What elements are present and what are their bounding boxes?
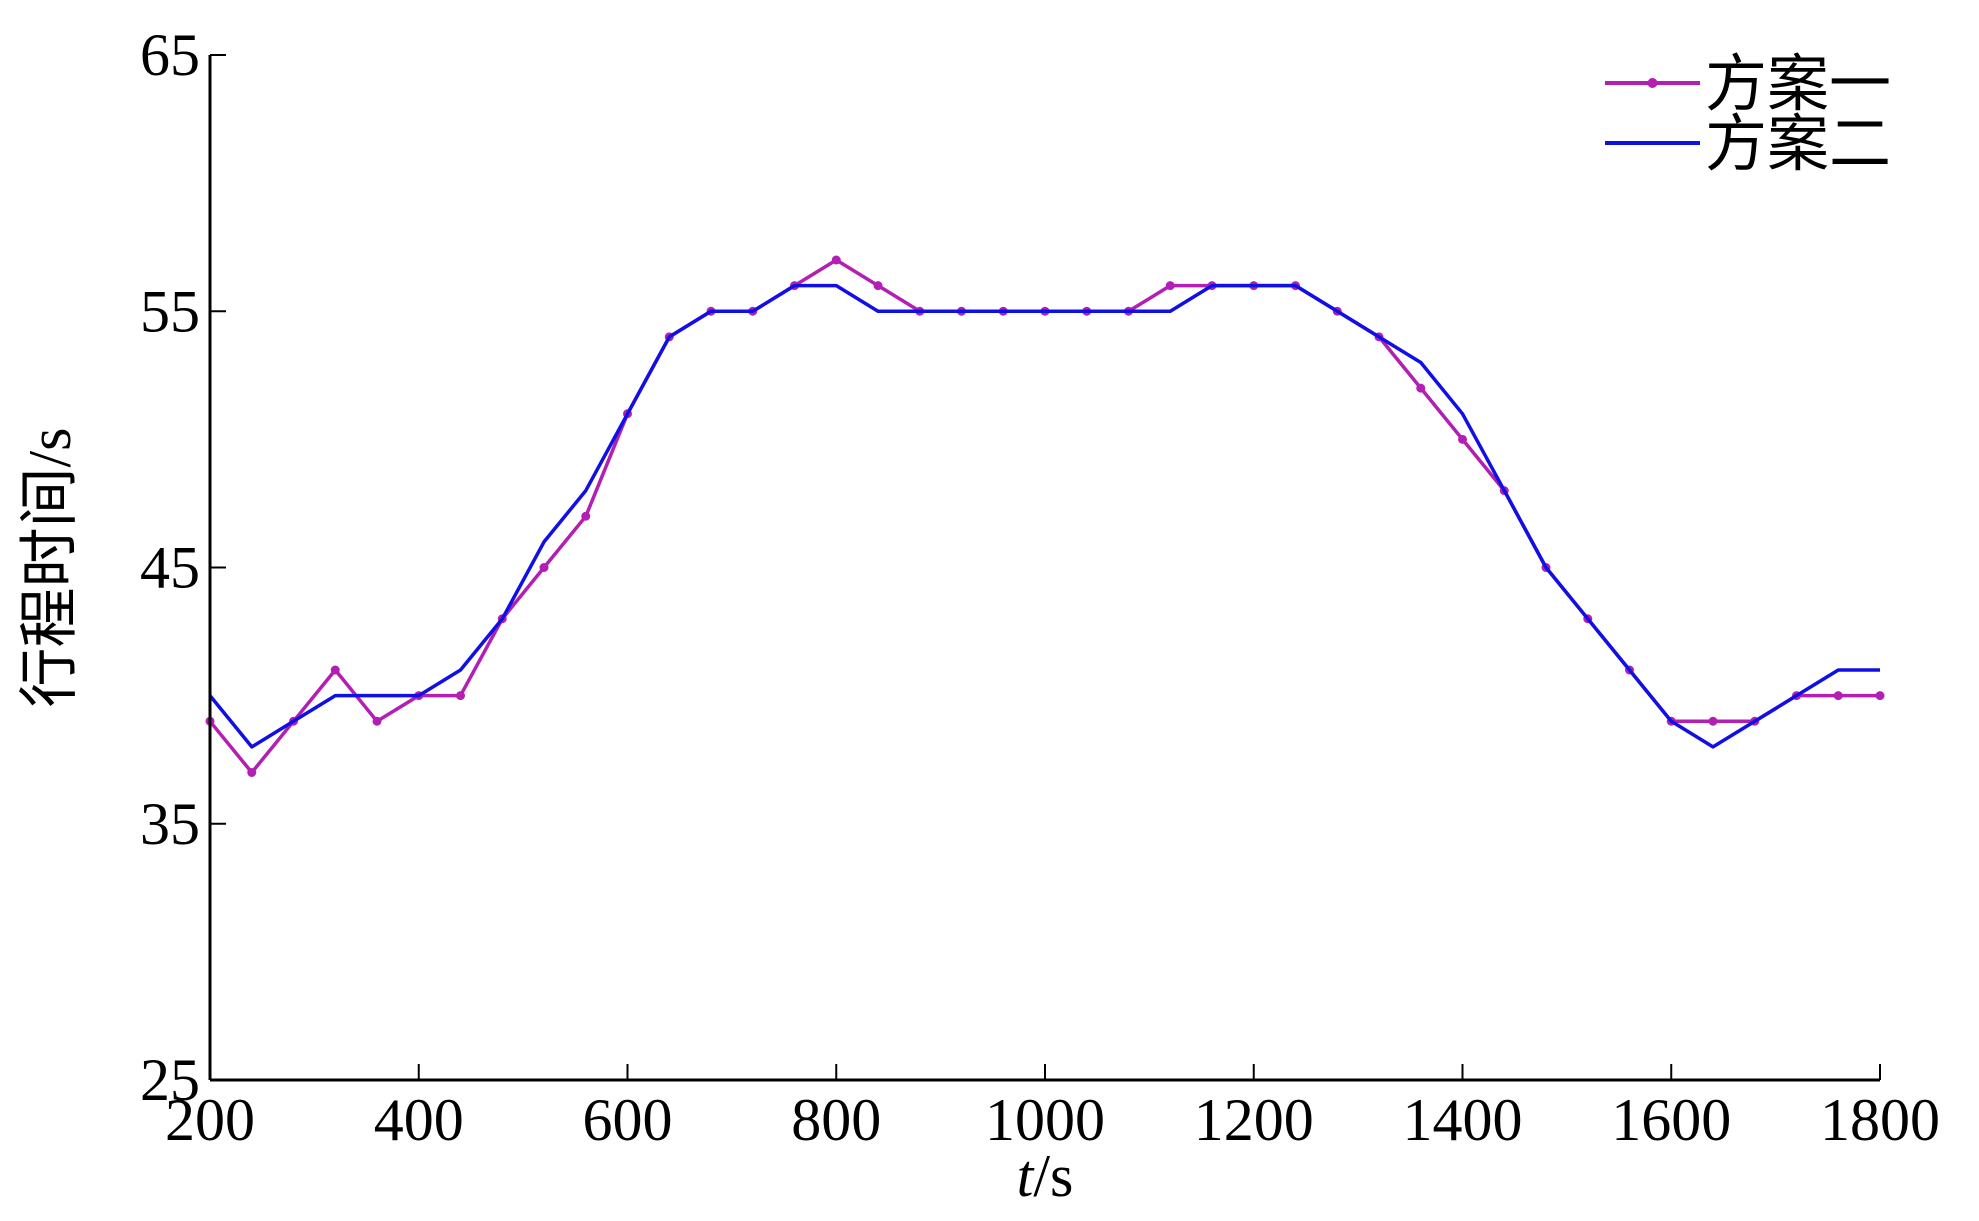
x-axis-label: t/s [1017,1143,1074,1209]
x-tick-label: 400 [374,1087,464,1153]
series-1-point [1416,383,1426,393]
legend-marker-1 [1647,78,1658,88]
x-tick-label: 1800 [1820,1087,1940,1153]
x-tick-label: 1400 [1403,1087,1523,1153]
series-layer [205,255,1885,777]
series-1-point [456,691,465,701]
series-1-point [1708,716,1718,726]
y-tick-label: 45 [140,535,200,601]
series-line-2 [208,283,1880,749]
x-tick-label: 1600 [1611,1087,1731,1153]
y-tick-label: 35 [140,791,200,857]
y-tick-label: 55 [140,278,200,344]
series-1-point [539,563,549,572]
series-1-point [1875,691,1885,701]
x-tick-label: 800 [791,1087,881,1153]
series-1-point [247,768,257,777]
x-tick-label: 1000 [985,1087,1105,1153]
series-1-point [873,281,883,291]
series-1-point [330,665,340,675]
legend-label-1: 方案一 [1705,47,1891,120]
series-1-point [1458,434,1467,444]
series-1-point [1165,281,1175,291]
y-axis-label: 行程时间/s [17,427,83,707]
x-tick-label: 1200 [1194,1087,1314,1153]
y-tick-label: 65 [140,22,200,88]
series-1-point [372,716,382,726]
x-tick-label: 200 [165,1087,255,1153]
series-1-point [1833,691,1843,701]
x-tick-label: 600 [583,1087,673,1153]
ticks-layer: 200 400 600 800 1000 1200 1400 1600 1800 25 35 45 55… [140,22,1940,1153]
series-1-point [831,255,841,265]
series-1-point [581,511,591,521]
axes-layer [208,55,1880,1082]
y-tick-label: 25 [140,1047,200,1113]
legend-label-2: 方案二 [1705,107,1891,180]
